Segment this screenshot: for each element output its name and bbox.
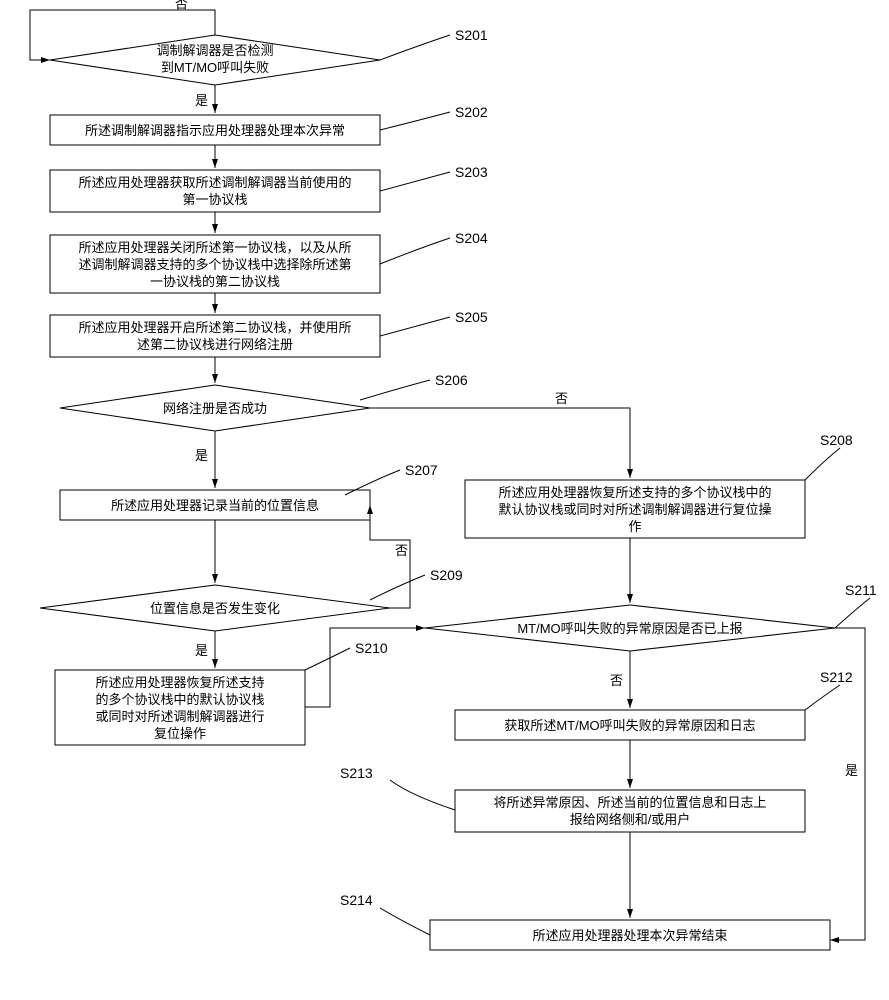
step-s206: S206 bbox=[435, 372, 468, 388]
n213-l1: 将所述异常原因、所述当前的位置信息和日志上 bbox=[493, 795, 766, 810]
node-s214: 所述应用处理器处理本次异常结束 bbox=[430, 920, 830, 950]
n204-l3: 一协议栈的第二协议栈 bbox=[150, 274, 280, 289]
n203-l2: 第一协议栈 bbox=[182, 192, 247, 207]
n211-yes: 是 bbox=[845, 763, 858, 778]
node-s207: 所述应用处理器记录当前的位置信息 bbox=[60, 490, 370, 520]
n211-no: 否 bbox=[610, 673, 623, 688]
n211-l1: MT/MO呼叫失败的异常原因是否已上报 bbox=[517, 621, 742, 636]
node-s208: 所述应用处理器恢复所述支持的多个协议栈中的 默认协议栈或同时对所述调制解调器进行… bbox=[465, 480, 805, 538]
n203-l1: 所述应用处理器获取所述调制解调器当前使用的 bbox=[78, 175, 351, 190]
node-s202: 所述调制解调器指示应用处理器处理本次异常 bbox=[50, 115, 380, 145]
n210-l2: 的多个协议栈中的默认协议栈 bbox=[95, 692, 264, 707]
n201-no: 否 bbox=[175, 0, 188, 11]
n206-l1: 网络注册是否成功 bbox=[163, 401, 267, 416]
step-s213: S213 bbox=[340, 765, 373, 781]
n213-l2: 报给网络侧和/或用户 bbox=[570, 812, 691, 827]
step-s212: S212 bbox=[820, 669, 853, 685]
n209-l1: 位置信息是否发生变化 bbox=[150, 601, 280, 616]
n206-no: 否 bbox=[555, 391, 568, 406]
n205-l1: 所述应用处理器开启所述第二协议栈，并使用所 bbox=[78, 320, 351, 335]
n209-no: 否 bbox=[395, 543, 408, 558]
n208-l1: 所述应用处理器恢复所述支持的多个协议栈中的 bbox=[498, 485, 771, 500]
n208-l3: 作 bbox=[628, 519, 641, 534]
node-s205: 所述应用处理器开启所述第二协议栈，并使用所 述第二协议栈进行网络注册 bbox=[50, 315, 380, 357]
n206-yes: 是 bbox=[195, 448, 208, 463]
n210-l1: 所述应用处理器恢复所述支持 bbox=[95, 675, 264, 690]
n204-l1: 所述应用处理器关闭所述第一协议栈，以及从所 bbox=[78, 240, 351, 255]
n207-l1: 所述应用处理器记录当前的位置信息 bbox=[111, 498, 319, 513]
step-s203: S203 bbox=[455, 164, 488, 180]
node-s201: 调制解调器是否检测 到MT/MO呼叫失败 bbox=[50, 35, 380, 85]
n214-l1: 所述应用处理器处理本次异常结束 bbox=[532, 928, 727, 943]
step-s214: S214 bbox=[340, 892, 373, 908]
n209-yes: 是 bbox=[195, 643, 208, 658]
step-s207: S207 bbox=[405, 462, 438, 478]
node-s203: 所述应用处理器获取所述调制解调器当前使用的 第一协议栈 bbox=[50, 170, 380, 212]
n201-l2: 到MT/MO呼叫失败 bbox=[161, 60, 269, 75]
n210-l4: 复位操作 bbox=[154, 726, 206, 741]
node-s213: 将所述异常原因、所述当前的位置信息和日志上 报给网络侧和/或用户 bbox=[455, 790, 805, 832]
node-s204: 所述应用处理器关闭所述第一协议栈，以及从所 述调制解调器支持的多个协议栈中选择除… bbox=[50, 235, 380, 293]
n201-yes: 是 bbox=[195, 93, 208, 108]
node-s209: 位置信息是否发生变化 bbox=[40, 585, 390, 631]
n210-l3: 或同时对所述调制解调器进行 bbox=[95, 709, 264, 724]
n205-l2: 述第二协议栈进行网络注册 bbox=[137, 337, 293, 352]
n201-l1: 调制解调器是否检测 bbox=[156, 43, 273, 58]
step-s211: S211 bbox=[845, 582, 877, 598]
n202-l1: 所述调制解调器指示应用处理器处理本次异常 bbox=[85, 123, 345, 138]
n208-l2: 默认协议栈或同时对所述调制解调器进行复位操 bbox=[498, 502, 771, 517]
step-s205: S205 bbox=[455, 309, 488, 325]
step-s210: S210 bbox=[355, 640, 388, 656]
node-s211: MT/MO呼叫失败的异常原因是否已上报 bbox=[425, 605, 835, 651]
step-s202: S202 bbox=[455, 104, 488, 120]
step-s201: S201 bbox=[455, 27, 488, 43]
node-s206: 网络注册是否成功 bbox=[60, 385, 370, 431]
node-s212: 获取所述MT/MO呼叫失败的异常原因和日志 bbox=[455, 710, 805, 740]
node-s210: 所述应用处理器恢复所述支持 的多个协议栈中的默认协议栈 或同时对所述调制解调器进… bbox=[55, 670, 305, 745]
n204-l2: 述调制解调器支持的多个协议栈中选择除所述第 bbox=[78, 257, 351, 272]
step-s209: S209 bbox=[430, 567, 463, 583]
step-s204: S204 bbox=[455, 230, 488, 246]
step-s208: S208 bbox=[820, 432, 853, 448]
n212-l1: 获取所述MT/MO呼叫失败的异常原因和日志 bbox=[504, 718, 755, 733]
